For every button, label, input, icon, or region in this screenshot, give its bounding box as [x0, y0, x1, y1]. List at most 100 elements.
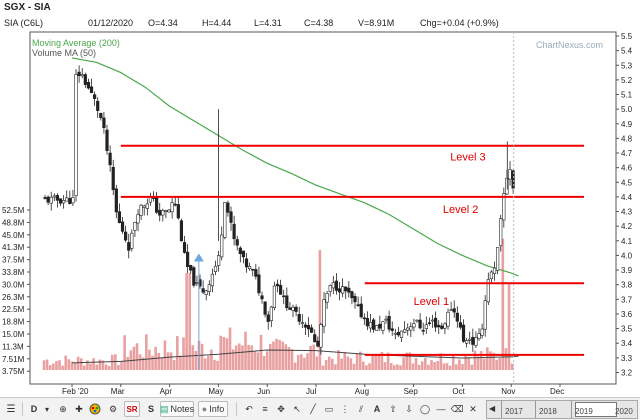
level-annotation: Level 2: [443, 204, 478, 216]
pointer-icon[interactable]: ↖: [293, 403, 301, 414]
volume-bar: [213, 359, 216, 370]
candle: [167, 209, 171, 213]
bottom-toolbar: ☰ D ▾ ⊕ ✚ ⚙ SR S ▤ Notes ● Info ↶ ≡ ✥ ↖ ╱ …: [0, 397, 640, 420]
candle: [489, 271, 494, 279]
volume-bar: [300, 354, 303, 370]
volume-bar: [331, 358, 334, 370]
ellipse-tool-icon[interactable]: ◯: [419, 403, 431, 414]
eraser-icon[interactable]: ⌫: [450, 403, 464, 414]
candle: [285, 295, 289, 309]
daily-button[interactable]: D: [30, 404, 38, 414]
volume-bar: [86, 360, 89, 370]
info-button[interactable]: ● Info: [198, 401, 228, 417]
candle: [502, 193, 506, 221]
candle: [359, 303, 363, 318]
volume-tick-label: 52.5M: [2, 206, 25, 215]
volume-bar: [306, 353, 309, 370]
volume-bar: [334, 364, 337, 370]
volume-bar: [250, 345, 254, 370]
volume-bar: [309, 345, 312, 370]
timeline-navigator[interactable]: 2017 2018 2019 2020 ◀: [486, 400, 638, 419]
scroll-left-icon[interactable]: ◀: [489, 404, 496, 413]
volume-tick-label: 18.8M: [2, 318, 25, 327]
legend-moving-average: Moving Average (200): [32, 38, 120, 48]
zoom-icon[interactable]: ⊕: [59, 403, 67, 414]
volume-bar: [101, 360, 105, 370]
candle: [275, 283, 280, 287]
volume-tick-label: 48.8M: [2, 218, 25, 227]
arrow-down-icon[interactable]: ⇩: [405, 403, 413, 414]
volume-bar: [120, 360, 123, 370]
volume-bar: [114, 354, 117, 370]
volume-bar: [126, 356, 130, 370]
candle: [99, 113, 103, 119]
volume-bar: [486, 347, 489, 370]
volume-bar: [436, 361, 440, 370]
rectangle-tool-icon[interactable]: ▭: [324, 403, 334, 414]
volume-bar: [275, 338, 278, 370]
crosshair-icon[interactable]: ✚: [75, 403, 83, 414]
stock-chart[interactable]: ChartNexus.com Moving Average (200)Volume…: [0, 0, 640, 397]
candle: [341, 286, 345, 294]
volume-bar: [399, 365, 402, 370]
volume-bar: [293, 362, 297, 370]
settings-icon[interactable]: ⚙: [108, 403, 118, 414]
volume-tick-label: 30.0M: [2, 280, 25, 289]
candle: [455, 312, 459, 322]
volume-bar: [166, 352, 170, 370]
volume-bar: [470, 364, 474, 370]
volume-bar: [148, 349, 151, 370]
scanner-button[interactable]: S: [147, 404, 154, 414]
price-tick-label: 3.3: [621, 354, 633, 363]
volume-bar: [383, 362, 387, 370]
candle: [114, 188, 118, 213]
cursor-icon[interactable]: ✥: [277, 403, 285, 414]
list-icon[interactable]: ≡: [262, 404, 268, 414]
notes-button[interactable]: ▤ Notes: [160, 401, 194, 417]
candle: [508, 169, 512, 180]
month-label: Oct: [452, 387, 465, 396]
arrow-up-icon[interactable]: ⇧: [389, 403, 397, 414]
volume-bar: [368, 363, 371, 370]
undo-icon[interactable]: ↶: [245, 403, 253, 414]
volume-bar: [135, 343, 139, 370]
volume-bar: [52, 363, 55, 370]
volume-tick-label: 45.0M: [2, 231, 25, 240]
level-annotation: Level 1: [414, 296, 449, 308]
volume-tick-label: 22.5M: [2, 305, 25, 314]
volume-bar: [42, 360, 46, 370]
candle: [337, 288, 342, 293]
year-2020: 2020: [615, 407, 633, 416]
price-tick-label: 4.2: [621, 222, 633, 231]
candle: [465, 340, 469, 344]
candle: [440, 325, 444, 329]
candle: [117, 211, 122, 223]
volume-bar: [55, 360, 58, 370]
menu-icon[interactable]: ☰: [6, 403, 16, 415]
candle: [133, 222, 137, 231]
candle: [173, 203, 177, 206]
volume-tick-label: 26.3M: [2, 293, 25, 302]
delete-icon[interactable]: ✕: [469, 403, 477, 414]
support-resistance-button[interactable]: SR: [124, 401, 140, 417]
dropdown-arrow-icon[interactable]: ▾: [44, 404, 49, 414]
candle: [368, 321, 373, 329]
volume-bar: [194, 350, 198, 370]
candle: [182, 242, 187, 253]
volume-bar: [498, 358, 502, 370]
candle: [241, 250, 246, 258]
candle: [418, 319, 422, 329]
color-palette-icon[interactable]: [88, 401, 102, 417]
fibonacci-icon[interactable]: ⋮: [340, 403, 350, 414]
horizontal-line-icon[interactable]: —: [436, 404, 446, 414]
channel-icon[interactable]: ⫽: [358, 403, 363, 414]
candle: [74, 74, 78, 197]
timeline-window[interactable]: [575, 402, 617, 417]
candle: [471, 336, 475, 345]
volume-bar: [110, 354, 114, 370]
line-tool-icon[interactable]: ╱: [310, 403, 316, 414]
volume-bar: [405, 352, 409, 370]
candle: [399, 330, 404, 338]
text-tool-icon[interactable]: A: [373, 404, 381, 414]
volume-bar: [117, 365, 120, 370]
